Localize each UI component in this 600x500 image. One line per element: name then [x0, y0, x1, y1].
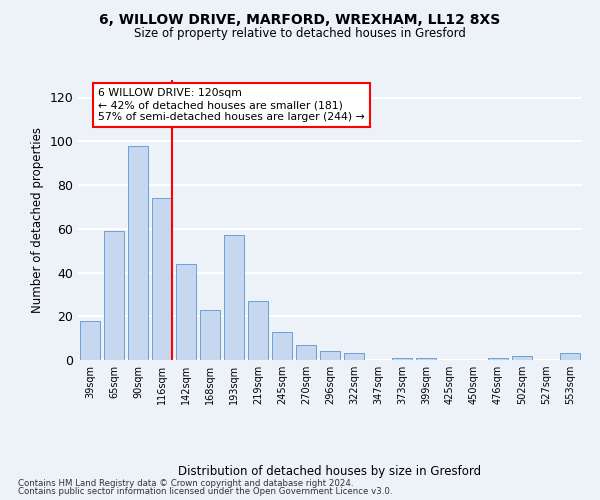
Bar: [80, 320, 100, 360]
Text: Contains HM Land Registry data © Crown copyright and database right 2024.: Contains HM Land Registry data © Crown c…: [18, 478, 353, 488]
Bar: [104, 231, 124, 360]
Bar: [392, 358, 412, 360]
Bar: [320, 351, 340, 360]
Bar: [416, 358, 436, 360]
Bar: [344, 354, 364, 360]
Bar: [176, 264, 196, 360]
Bar: [152, 198, 172, 360]
Bar: [560, 354, 580, 360]
Bar: [488, 358, 508, 360]
Text: 6 WILLOW DRIVE: 120sqm
← 42% of detached houses are smaller (181)
57% of semi-de: 6 WILLOW DRIVE: 120sqm ← 42% of detached…: [98, 88, 365, 122]
Text: 6, WILLOW DRIVE, MARFORD, WREXHAM, LL12 8XS: 6, WILLOW DRIVE, MARFORD, WREXHAM, LL12 …: [100, 12, 500, 26]
Bar: [272, 332, 292, 360]
Y-axis label: Number of detached properties: Number of detached properties: [31, 127, 44, 313]
Bar: [512, 356, 532, 360]
Bar: [296, 344, 316, 360]
Bar: [128, 146, 148, 360]
Bar: [200, 310, 220, 360]
Text: Size of property relative to detached houses in Gresford: Size of property relative to detached ho…: [134, 28, 466, 40]
Text: Distribution of detached houses by size in Gresford: Distribution of detached houses by size …: [178, 464, 482, 477]
Bar: [248, 301, 268, 360]
Bar: [224, 236, 244, 360]
Text: Contains public sector information licensed under the Open Government Licence v3: Contains public sector information licen…: [18, 487, 392, 496]
